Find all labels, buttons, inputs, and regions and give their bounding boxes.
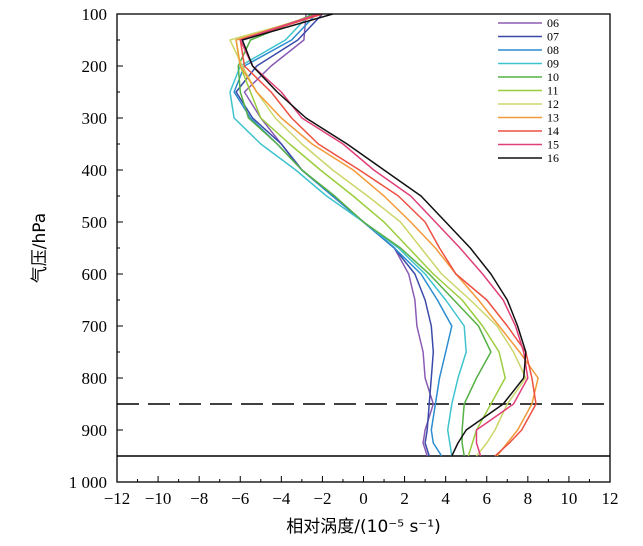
x-tick-label: −8 xyxy=(190,489,208,508)
series-line-13 xyxy=(235,13,539,457)
gridlines xyxy=(117,403,610,457)
legend-label-08: 08 xyxy=(547,43,559,57)
y-tick-label: 900 xyxy=(82,421,108,440)
legend-label-09: 09 xyxy=(547,57,559,71)
x-axis-title: 相对涡度/(10⁻⁵ s⁻¹) xyxy=(286,517,440,537)
series-line-10 xyxy=(237,13,492,457)
x-tick-label: −10 xyxy=(145,489,172,508)
legend-label-07: 07 xyxy=(547,30,559,44)
x-tick-label: 10 xyxy=(560,489,577,508)
legend-label-11: 11 xyxy=(547,84,559,98)
y-tick-label: 200 xyxy=(82,57,108,76)
series-line-14 xyxy=(239,13,537,457)
legend-label-15: 15 xyxy=(547,138,559,152)
x-tick-label: −2 xyxy=(313,489,331,508)
series-line-09 xyxy=(229,13,467,457)
y-tick-label: 1 000 xyxy=(69,473,107,492)
x-tick-label: −6 xyxy=(231,489,249,508)
x-tick-label: −4 xyxy=(272,489,291,508)
y-tick-label: 600 xyxy=(82,265,108,284)
y-tick-label: 500 xyxy=(82,213,108,232)
legend-label-16: 16 xyxy=(547,151,559,165)
x-tick-label: −12 xyxy=(104,489,131,508)
legend-label-14: 14 xyxy=(547,124,559,138)
series-line-11 xyxy=(235,13,506,457)
x-tick-label: 8 xyxy=(524,489,533,508)
y-tick-label: 400 xyxy=(82,161,108,180)
plot-frame xyxy=(116,13,611,483)
x-tick-label: 12 xyxy=(602,489,619,508)
y-axis: 100 200 300 400 500 600 700 800 900 1 000 xyxy=(69,5,123,492)
series-line-06 xyxy=(243,13,435,457)
x-tick-label: 2 xyxy=(400,489,409,508)
x-tick-label: 6 xyxy=(483,489,492,508)
legend-label-06: 06 xyxy=(547,16,559,30)
series-layer xyxy=(229,13,539,457)
y-tick-label: 700 xyxy=(82,317,108,336)
y-tick-label: 800 xyxy=(82,369,108,388)
x-axis: −12 −10 −8 −6 −4 −2 0 2 4 6 8 10 12 xyxy=(104,476,619,508)
legend-label-13: 13 xyxy=(547,111,559,125)
series-line-16 xyxy=(241,13,527,457)
y-tick-label: 100 xyxy=(82,5,108,24)
x-tick-label: 4 xyxy=(441,489,450,508)
y-axis-title: 气压/hPa xyxy=(30,213,50,283)
series-line-15 xyxy=(239,13,529,457)
y-tick-label: 300 xyxy=(82,109,108,128)
legend-label-10: 10 xyxy=(547,70,559,84)
series-line-08 xyxy=(233,13,453,457)
x-tick-label: 0 xyxy=(359,489,368,508)
legend-label-12: 12 xyxy=(547,97,559,111)
